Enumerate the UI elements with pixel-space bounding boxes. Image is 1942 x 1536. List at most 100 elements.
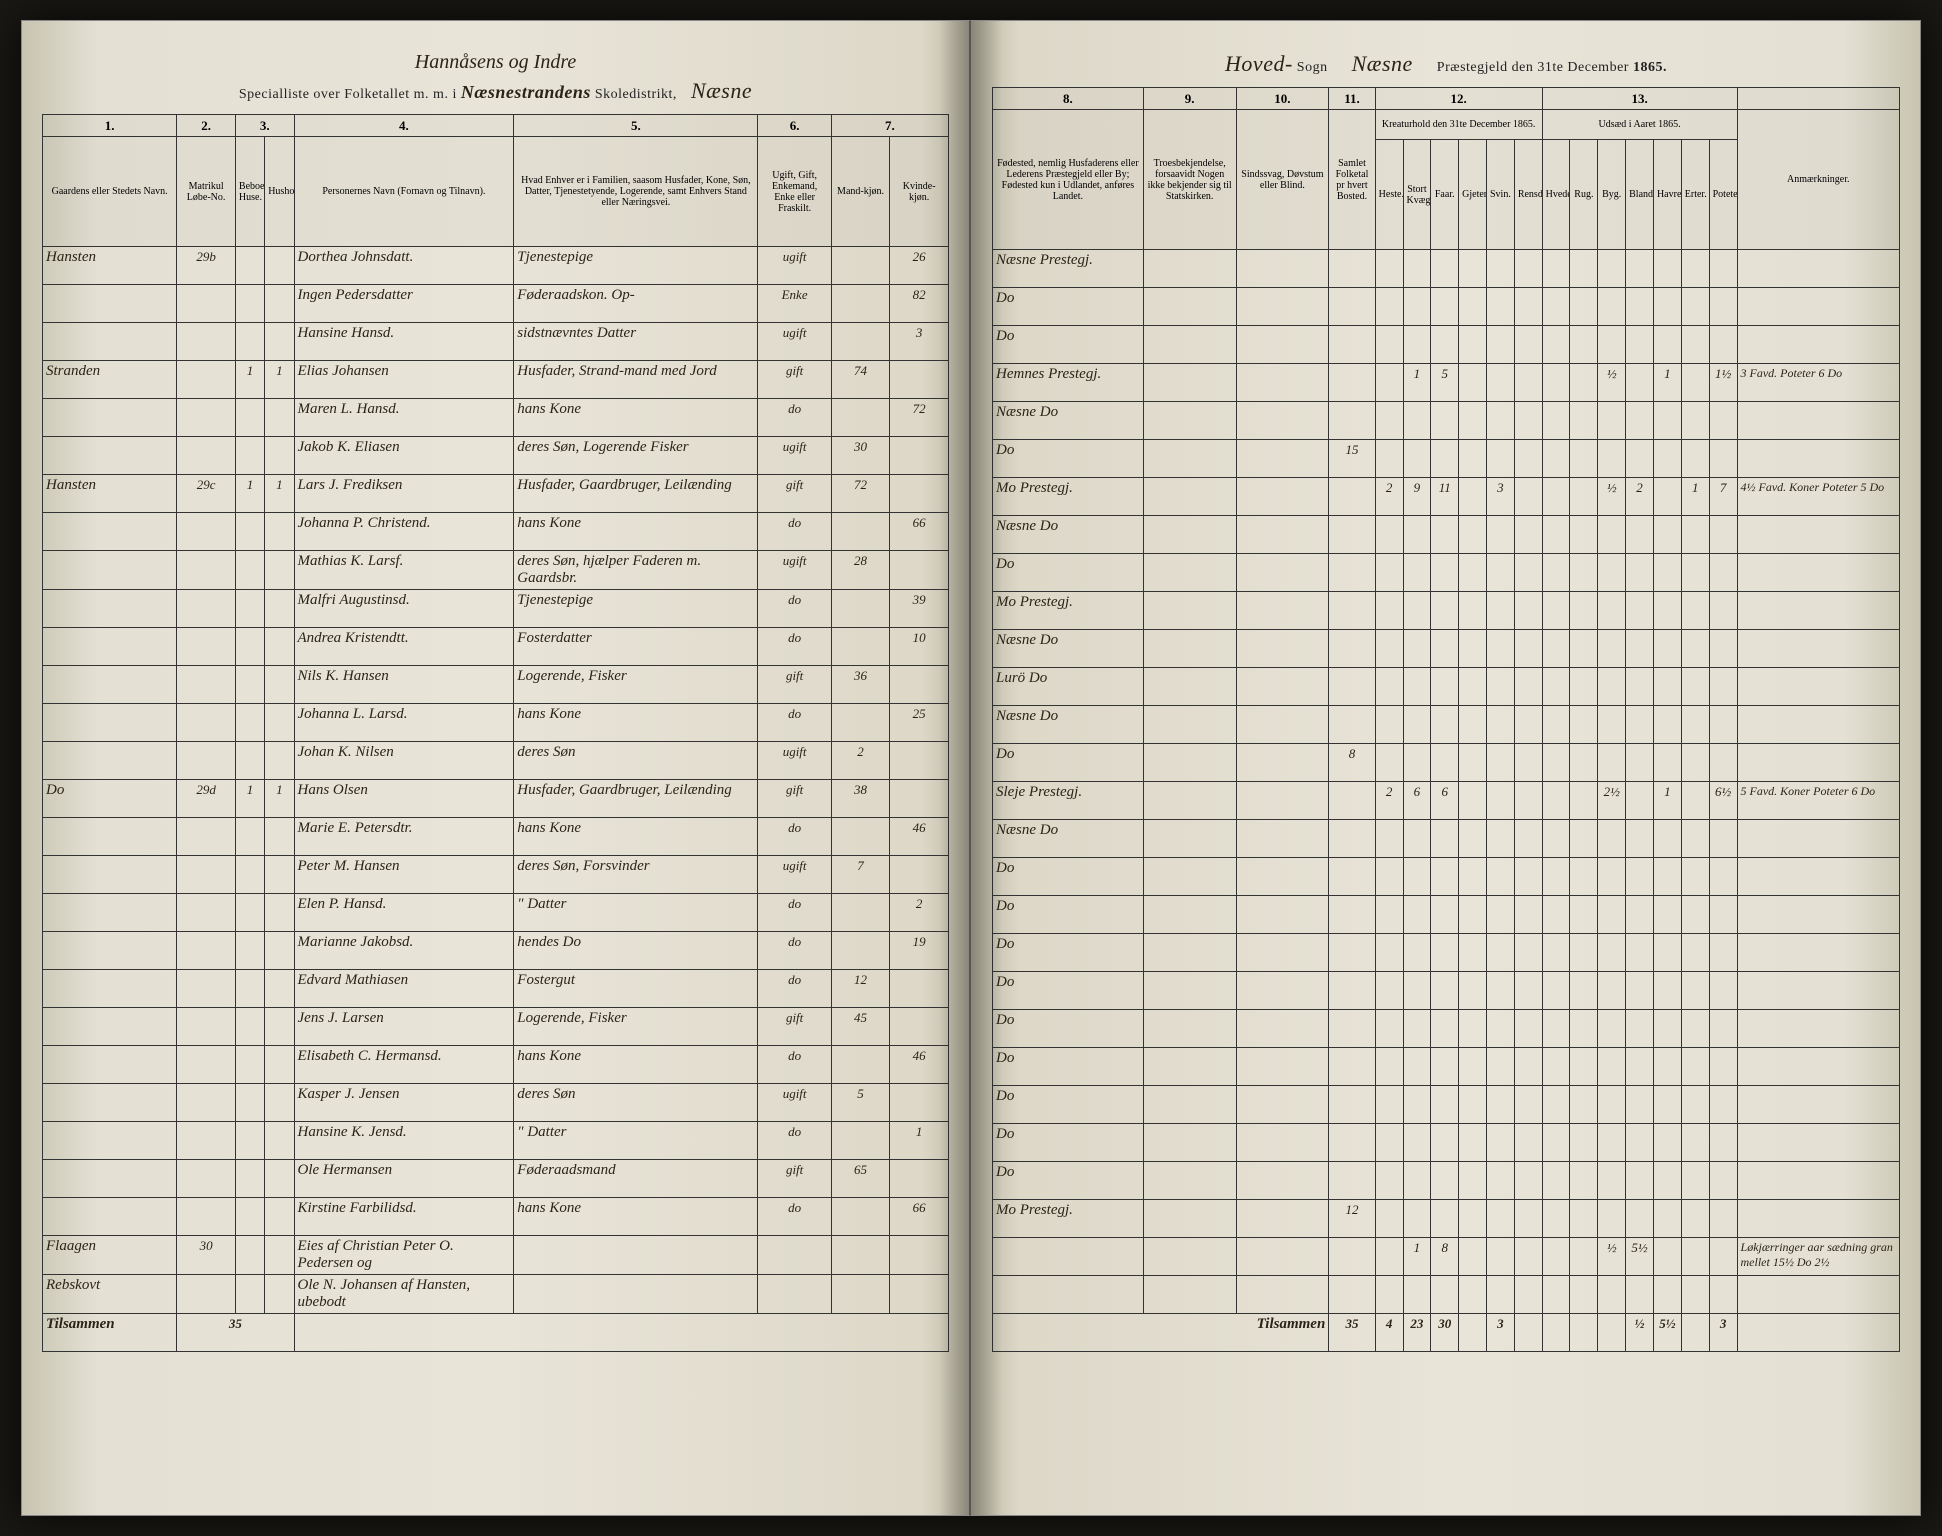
cell-fod: Do xyxy=(993,1086,1144,1124)
cell-mk: 74 xyxy=(831,361,890,399)
colhead-udsaed: Udsæd i Aaret 1865. xyxy=(1542,110,1737,140)
cell-k1 xyxy=(1403,1162,1431,1200)
cell-huse xyxy=(235,704,264,742)
cell-u3 xyxy=(1626,1162,1654,1200)
table-row: Jens J. LarsenLogerende, Fiskergift45 xyxy=(43,1008,949,1046)
cell-k2 xyxy=(1431,402,1459,440)
cell-k3 xyxy=(1459,630,1487,668)
cell-fod: Do xyxy=(993,288,1144,326)
cell-tro xyxy=(1143,1238,1236,1276)
cell-k5 xyxy=(1514,1162,1542,1200)
cell-u5 xyxy=(1681,858,1709,896)
cell-u3 xyxy=(1626,820,1654,858)
table-row: Nils K. HansenLogerende, Fiskergift36 xyxy=(43,666,949,704)
cell-folk xyxy=(1329,972,1375,1010)
cell-huse xyxy=(235,1160,264,1198)
cell-sind xyxy=(1236,934,1329,972)
cell-k2 xyxy=(1431,1086,1459,1124)
cell-anm xyxy=(1737,630,1899,668)
cell-sind xyxy=(1236,782,1329,820)
cell-sind xyxy=(1236,288,1329,326)
cell-hush xyxy=(265,970,294,1008)
cell-fod: Do xyxy=(993,326,1144,364)
cell-folk xyxy=(1329,1276,1375,1314)
cell-k2 xyxy=(1431,592,1459,630)
colnum-anm xyxy=(1737,88,1899,110)
cell-mat xyxy=(177,894,236,932)
cell-k1 xyxy=(1403,858,1431,896)
cell-mat xyxy=(177,742,236,780)
cell-u5 xyxy=(1681,972,1709,1010)
cell-k0 xyxy=(1375,1048,1403,1086)
cell-fod: Næsne Prestegj. xyxy=(993,250,1144,288)
cell-k5 xyxy=(1514,744,1542,782)
cell-k4 xyxy=(1486,1010,1514,1048)
cell-gaard xyxy=(43,1046,177,1084)
cell-fam: hendes Do xyxy=(514,932,758,970)
cell-kk xyxy=(890,666,949,704)
cell-k2: 11 xyxy=(1431,478,1459,516)
cell-u3 xyxy=(1626,1086,1654,1124)
cell-u5 xyxy=(1681,744,1709,782)
cell-gaard xyxy=(43,704,177,742)
colnum-7: 7. xyxy=(831,115,948,137)
cell-k1 xyxy=(1403,250,1431,288)
cell-fod: Lurö Do xyxy=(993,668,1144,706)
cell-hush xyxy=(265,1198,294,1236)
cell-k5 xyxy=(1514,782,1542,820)
cell-fod: Do xyxy=(993,1048,1144,1086)
table-row: Kasper J. Jensenderes Sønugift5 xyxy=(43,1084,949,1122)
colnum-4: 4. xyxy=(294,115,514,137)
cell-fod: Do xyxy=(993,554,1144,592)
table-row: Mathias K. Larsf.deres Søn, hjælper Fade… xyxy=(43,551,949,590)
cell-k5 xyxy=(1514,668,1542,706)
cell-k3 xyxy=(1459,1124,1487,1162)
cell-navn: Eies af Christian Peter O. Pedersen og xyxy=(294,1236,514,1275)
cell-gaard: Flaagen xyxy=(43,1236,177,1275)
cell-k0 xyxy=(1375,516,1403,554)
cell-gaard: Hansten xyxy=(43,475,177,513)
table-row: Do xyxy=(993,896,1900,934)
cell-mk: 7 xyxy=(831,856,890,894)
colhead-mk: Mand-kjøn. xyxy=(831,137,890,247)
cell-k4 xyxy=(1486,744,1514,782)
cell-folk xyxy=(1329,288,1375,326)
cell-fod: Do xyxy=(993,858,1144,896)
cell-gaard xyxy=(43,1008,177,1046)
cell-u6 xyxy=(1709,934,1737,972)
cell-navn: Elisabeth C. Hermansd. xyxy=(294,1046,514,1084)
cell-mk xyxy=(831,1198,890,1236)
cell-u3 xyxy=(1626,1276,1654,1314)
cell-anm xyxy=(1737,1200,1899,1238)
cell-k0 xyxy=(1375,1200,1403,1238)
cell-mat xyxy=(177,932,236,970)
cell-u5 xyxy=(1681,1200,1709,1238)
cell-k2: 8 xyxy=(1431,1238,1459,1276)
cell-k2 xyxy=(1431,744,1459,782)
cell-k0: 2 xyxy=(1375,478,1403,516)
cell-gaard xyxy=(43,856,177,894)
cell-k0 xyxy=(1375,896,1403,934)
cell-gift: do xyxy=(758,970,831,1008)
cell-u5 xyxy=(1681,820,1709,858)
cell-fam: hans Kone xyxy=(514,1046,758,1084)
cell-k1 xyxy=(1403,896,1431,934)
cell-hush xyxy=(265,1008,294,1046)
table-row: Maren L. Hansd.hans Konedo72 xyxy=(43,399,949,437)
cell-gift: do xyxy=(758,399,831,437)
cell-gaard xyxy=(43,742,177,780)
cell-u5 xyxy=(1681,592,1709,630)
table-row: Johanna P. Christend.hans Konedo66 xyxy=(43,513,949,551)
cell-mat xyxy=(177,1122,236,1160)
cell-u2 xyxy=(1598,858,1626,896)
cell-k3 xyxy=(1459,1162,1487,1200)
cell-anm xyxy=(1737,326,1899,364)
table-row: 18½5½Løkjærringer aar sædning gran melle… xyxy=(993,1238,1900,1276)
cell-folk xyxy=(1329,478,1375,516)
cell-kk: 72 xyxy=(890,399,949,437)
cell-huse: 1 xyxy=(235,361,264,399)
cell-mat xyxy=(177,285,236,323)
cell-u6 xyxy=(1709,744,1737,782)
cell-u0 xyxy=(1542,896,1570,934)
cell-k2 xyxy=(1431,896,1459,934)
